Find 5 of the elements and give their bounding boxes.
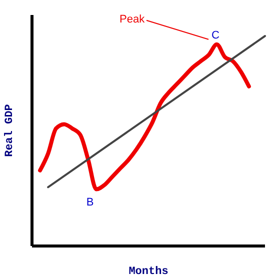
text: Peak <box>120 13 146 26</box>
x-axis-title: Months <box>128 266 168 278</box>
annotation: C <box>212 29 220 42</box>
annotation: B <box>86 196 94 208</box>
y-axis-title: Real GDP <box>4 104 16 157</box>
